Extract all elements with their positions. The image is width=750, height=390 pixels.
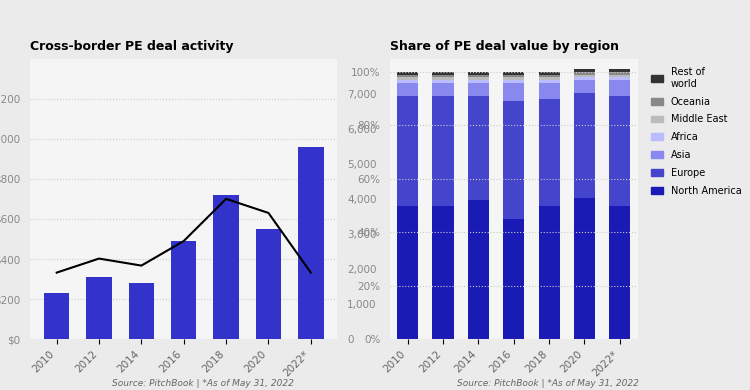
Bar: [468, 83, 489, 96]
Bar: [44, 293, 70, 339]
Bar: [538, 83, 560, 99]
Bar: [503, 83, 524, 101]
Bar: [397, 77, 418, 80]
Bar: [86, 277, 112, 339]
Bar: [298, 147, 323, 339]
Bar: [574, 74, 595, 77]
Bar: [503, 101, 524, 219]
Bar: [397, 72, 418, 74]
Bar: [538, 72, 560, 74]
Bar: [433, 80, 454, 83]
Bar: [574, 72, 595, 74]
Bar: [397, 80, 418, 83]
Bar: [468, 74, 489, 77]
Bar: [468, 77, 489, 80]
Legend: Rest of
world, Oceania, Middle East, Africa, Asia, Europe, North America: Rest of world, Oceania, Middle East, Afr…: [647, 63, 746, 199]
Bar: [433, 83, 454, 96]
Bar: [503, 74, 524, 77]
Bar: [609, 96, 631, 206]
Text: Share of PE deal value by region: Share of PE deal value by region: [390, 40, 619, 53]
Bar: [609, 69, 631, 72]
Bar: [574, 69, 595, 72]
Bar: [609, 74, 631, 77]
Bar: [468, 200, 489, 339]
Bar: [468, 80, 489, 83]
Bar: [574, 77, 595, 80]
Bar: [609, 72, 631, 74]
Text: Cross-border PE deal activity: Cross-border PE deal activity: [30, 40, 233, 53]
Bar: [503, 72, 524, 74]
Bar: [609, 80, 631, 96]
Bar: [397, 83, 418, 96]
Bar: [171, 241, 196, 339]
Bar: [397, 74, 418, 77]
Bar: [538, 206, 560, 339]
Bar: [468, 96, 489, 200]
Bar: [129, 283, 154, 339]
Bar: [538, 99, 560, 206]
Bar: [256, 229, 281, 339]
Bar: [574, 198, 595, 339]
Text: Source: PitchBook | *As of May 31, 2022: Source: PitchBook | *As of May 31, 2022: [112, 379, 293, 388]
Bar: [538, 77, 560, 80]
Bar: [468, 72, 489, 74]
Bar: [609, 77, 631, 80]
Bar: [397, 96, 418, 206]
Bar: [433, 96, 454, 206]
Bar: [503, 219, 524, 339]
Bar: [214, 195, 238, 339]
Bar: [433, 206, 454, 339]
Bar: [503, 80, 524, 83]
Bar: [574, 80, 595, 93]
Bar: [397, 206, 418, 339]
Bar: [574, 93, 595, 198]
Bar: [609, 206, 631, 339]
Bar: [433, 72, 454, 74]
Bar: [433, 74, 454, 77]
Bar: [538, 80, 560, 83]
Bar: [538, 74, 560, 77]
Bar: [433, 77, 454, 80]
Text: Source: PitchBook | *As of May 31, 2022: Source: PitchBook | *As of May 31, 2022: [457, 379, 638, 388]
Bar: [503, 77, 524, 80]
